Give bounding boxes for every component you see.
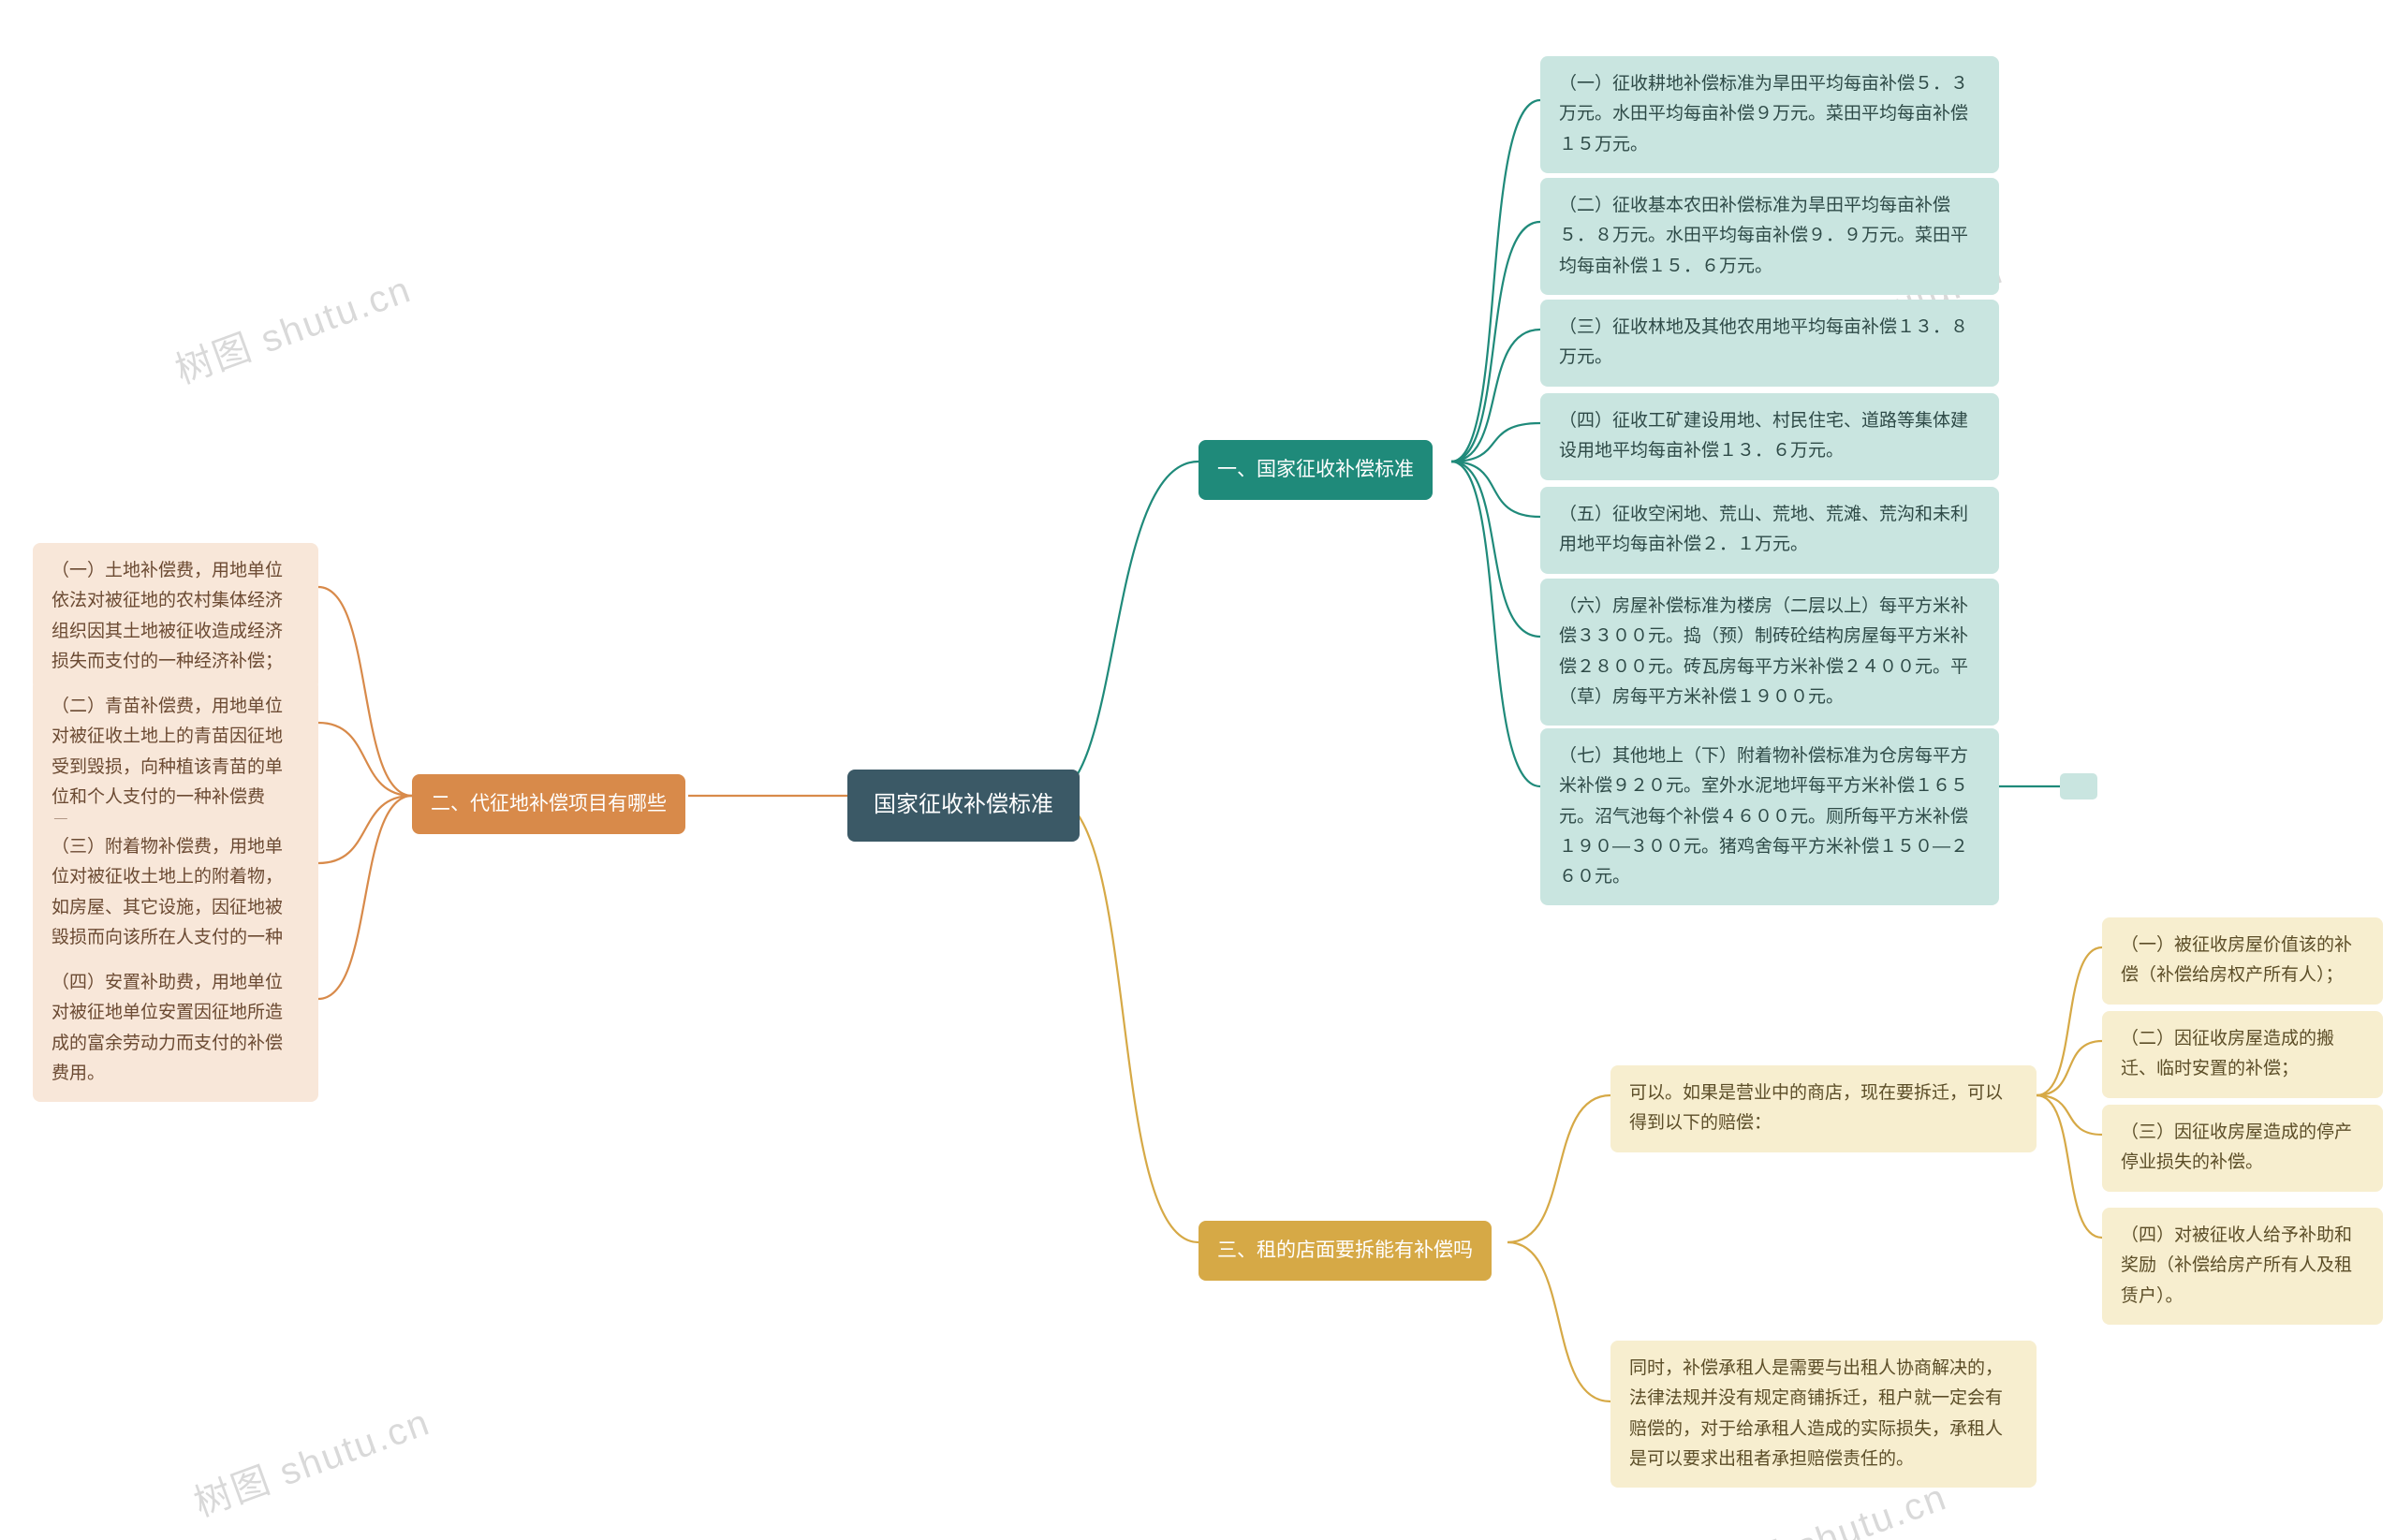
watermark: 树图 shutu.cn [167,259,418,395]
branch-1-child: （四）征收工矿建设用地、村民住宅、道路等集体建设用地平均每亩补偿１３．６万元。 [1540,393,1999,480]
branch-1-child: （五）征收空闲地、荒山、荒地、荒滩、荒沟和未利用地平均每亩补偿２．１万元。 [1540,487,1999,574]
branch-1: 一、国家征收补偿标准 [1198,440,1433,500]
branch-1-tiny-node [2060,773,2097,799]
branch-3-sub1-child: （一）被征收房屋价值该的补偿（补偿给房权产所有人）； [2102,917,2383,1005]
watermark: 树图 shutu.cn [185,1392,436,1528]
branch-3-sub1-child: （四）对被征收人给予补助和奖励（补偿给房产所有人及租赁户）。 [2102,1208,2383,1325]
center-node: 国家征收补偿标准 [847,770,1080,842]
branch-3: 三、租的店面要拆能有补偿吗 [1198,1221,1492,1281]
branch-1-child: （三）征收林地及其他农用地平均每亩补偿１３．８万元。 [1540,300,1999,387]
branch-1-child: （六）房屋补偿标准为楼房（二层以上）每平方米补偿３３００元。捣（预）制砖砼结构房… [1540,579,1999,726]
connector-lines [0,0,2397,1540]
branch-3-sub1-child: （三）因征收房屋造成的停产停业损失的补偿。 [2102,1105,2383,1192]
branch-3-sub1: 可以。如果是营业中的商店，现在要拆迁，可以得到以下的赔偿： [1610,1065,2037,1152]
branch-2: 二、代征地补偿项目有哪些 [412,774,685,834]
branch-1-child: （一）征收耕地补偿标准为旱田平均每亩补偿５．３万元。水田平均每亩补偿９万元。菜田… [1540,56,1999,173]
branch-1-child: （二）征收基本农田补偿标准为旱田平均每亩补偿５．８万元。水田平均每亩补偿９．９万… [1540,178,1999,295]
branch-2-child: （四）安置补助费，用地单位对被征地单位安置因征地所造成的富余劳动力而支付的补偿费… [33,955,318,1102]
branch-2-child: （一）土地补偿费，用地单位依法对被征地的农村集体经济组织因其土地被征收造成经济损… [33,543,318,690]
branch-1-child: （七）其他地上（下）附着物补偿标准为仓房每平方米补偿９２０元。室外水泥地坪每平方… [1540,728,1999,905]
branch-3-sub1-child: （二）因征收房屋造成的搬迁、临时安置的补偿； [2102,1011,2383,1098]
branch-3-sub2: 同时，补偿承租人是需要与出租人协商解决的，法律法规并没有规定商铺拆迁，租户就一定… [1610,1341,2037,1488]
